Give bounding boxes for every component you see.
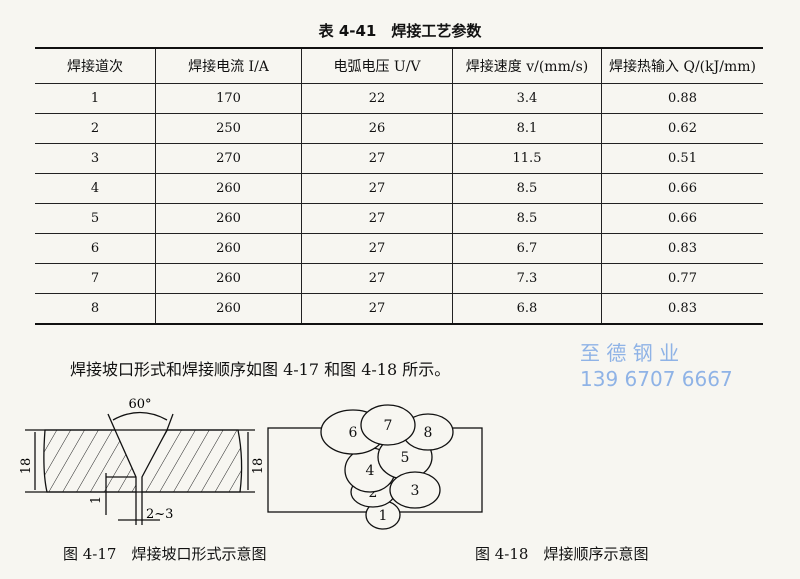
table-cell: 6 [35,233,156,264]
weld-pass-number: 3 [411,483,420,499]
left-plate [43,429,137,493]
table-cell: 27 [301,203,453,234]
table-row: 2 250 26 8.1 0.62 [35,113,763,144]
table-cell: 7 [35,263,156,294]
table-cell: 260 [155,233,302,264]
table-cell: 27 [301,173,453,204]
table-cell: 7.3 [452,263,602,294]
table-row: 1 170 22 3.4 0.88 [35,83,763,114]
body-text: 焊接坡口形式和焊接顺序如图 4-17 和图 4-18 所示。 [70,360,451,379]
table-cell: 6.8 [452,293,602,325]
table-cell: 0.77 [601,263,763,294]
table-cell: 0.88 [601,83,763,114]
table-row: 8 260 27 6.8 0.83 [35,293,763,325]
table-row: 5 260 27 8.5 0.66 [35,203,763,234]
table-title: 表 4-41 焊接工艺参数 [318,22,482,40]
table-cell: 0.62 [601,113,763,144]
table-cell: 260 [155,173,302,204]
col-header: 焊接速度 v/(mm/s) [452,47,602,84]
weld-pass-number: 7 [384,418,393,434]
table-cell: 4 [35,173,156,204]
table-cell: 8.5 [452,173,602,204]
thickness-label-left: 18 [19,458,34,475]
table-cell: 8.1 [452,113,602,144]
table-cell: 0.83 [601,293,763,325]
root-gap-label: 2~3 [146,507,173,522]
weld-pass-number: 2 [369,485,378,501]
weld-pass-bead [389,471,441,509]
table-header-row: 焊接道次 焊接电流 I/A 电弧电压 U/V 焊接速度 v/(mm/s) 焊接热… [35,47,763,84]
col-header: 焊接电流 I/A [155,47,302,84]
fig-4-18-caption: 图 4-18 焊接顺序示意图 [475,545,649,563]
weld-pass-number: 8 [424,425,433,441]
table-cell: 260 [155,263,302,294]
table-row: 4 260 27 8.5 0.66 [35,173,763,204]
table-cell: 6.7 [452,233,602,264]
table-cell: 26 [301,113,453,144]
table-cell: 8.5 [452,203,602,234]
table-cell: 2 [35,113,156,144]
table-cell: 5 [35,203,156,234]
weld-pass-number: 6 [349,425,358,441]
weld-pass-bead [360,404,416,446]
fig-4-17-groove-diagram [25,411,255,525]
weld-pass-number: 5 [401,450,410,466]
table-cell: 250 [155,113,302,144]
table-row: 7 260 27 7.3 0.77 [35,263,763,294]
table-cell: 1 [35,83,156,114]
table-cell: 27 [301,143,453,174]
table-cell: 0.51 [601,143,763,174]
root-face-label: 1 [89,496,104,504]
table-cell: 0.66 [601,173,763,204]
table-cell: 0.66 [601,203,763,234]
right-plate [141,429,243,493]
table-cell: 8 [35,293,156,325]
table-cell: 27 [301,263,453,294]
table-cell: 3 [35,143,156,174]
welding-parameters-table: 焊接道次 焊接电流 I/A 电弧电压 U/V 焊接速度 v/(mm/s) 焊接热… [35,47,763,325]
thickness-label-right: 18 [251,458,266,475]
fig-4-17-caption: 图 4-17 焊接坡口形式示意图 [63,545,267,563]
table-cell: 3.4 [452,83,602,114]
table-row: 3 270 27 11.5 0.51 [35,143,763,174]
table-cell: 260 [155,203,302,234]
table-cell: 170 [155,83,302,114]
fig-4-18-weld-sequence-diagram: 12 4 5 3 6 8 7 [267,404,483,530]
table-cell: 260 [155,293,302,325]
table-cell: 0.83 [601,233,763,264]
table-cell: 11.5 [452,143,602,174]
groove-angle-label: 60° [128,397,151,412]
weld-pass-number: 1 [379,508,388,524]
table-cell: 27 [301,233,453,264]
col-header: 焊接道次 [35,47,156,84]
weld-pass-number: 4 [366,463,375,479]
table-row: 6 260 27 6.7 0.83 [35,233,763,264]
col-header: 焊接热输入 Q/(kJ/mm) [601,47,763,84]
table-cell: 270 [155,143,302,174]
table-cell: 27 [301,293,453,325]
